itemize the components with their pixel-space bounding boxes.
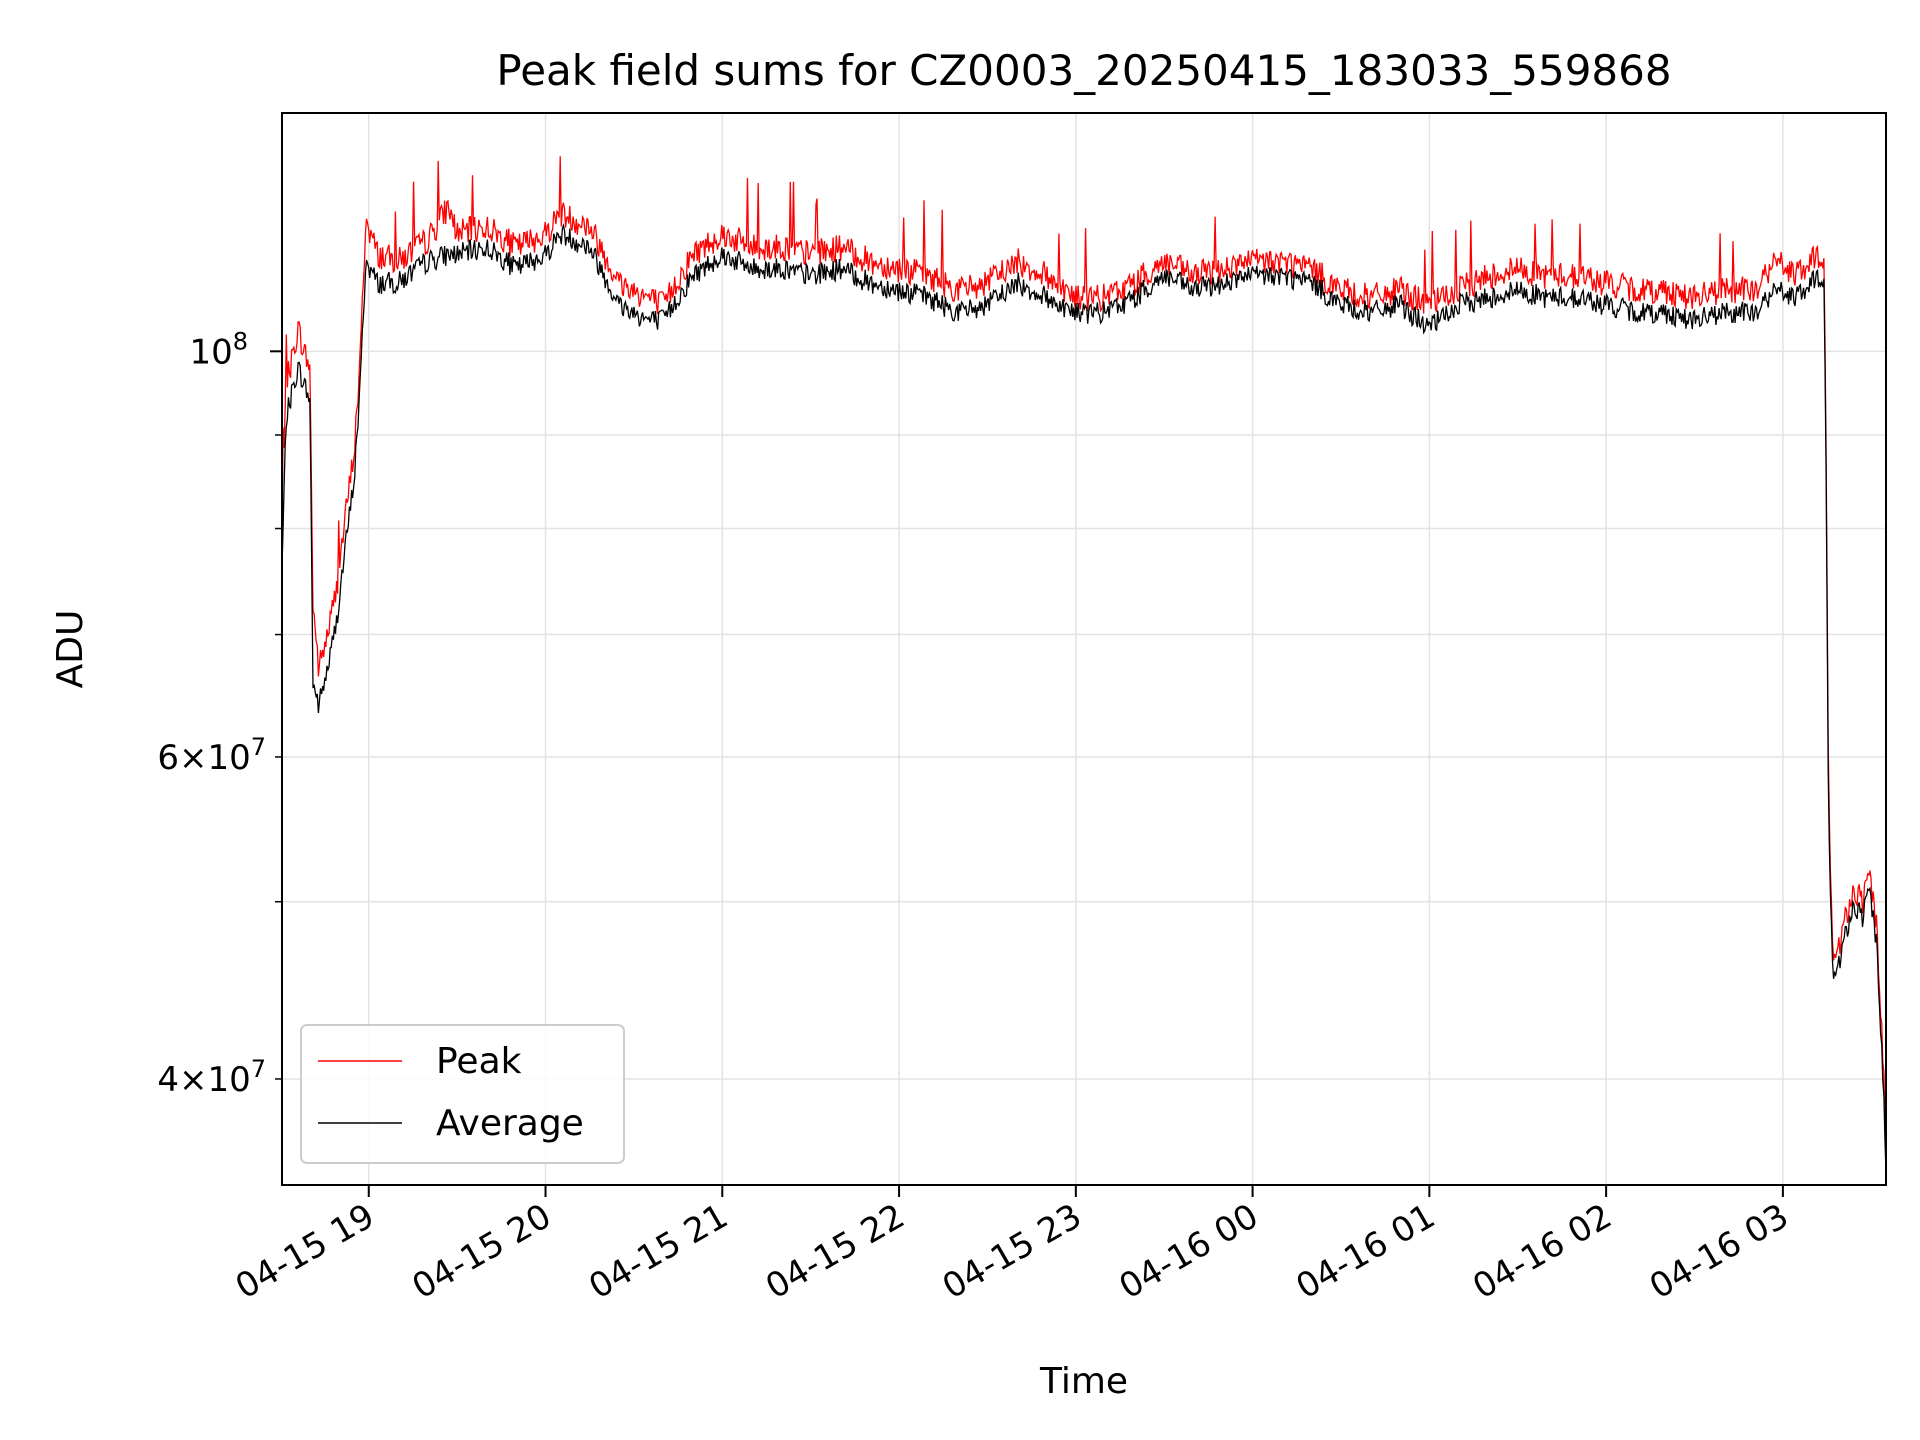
y-axis: 4×107 6×107 108 bbox=[157, 327, 282, 1100]
y-tick-label: 108 bbox=[189, 327, 248, 372]
plot-frame bbox=[281, 112, 1887, 1186]
legend-box bbox=[300, 1024, 625, 1164]
y-axis-label: ADU bbox=[50, 610, 91, 689]
series-line-peak bbox=[281, 156, 1887, 1155]
y-tick-label: 6×107 bbox=[157, 733, 266, 778]
x-axis-label: Time bbox=[1039, 1361, 1128, 1402]
legend: Peak Average bbox=[300, 1024, 625, 1164]
legend-label-average: Average bbox=[436, 1103, 584, 1144]
series-line-average bbox=[281, 223, 1887, 1174]
legend-label-peak: Peak bbox=[436, 1041, 522, 1082]
y-tick-label: 4×107 bbox=[157, 1055, 266, 1100]
series-lines bbox=[281, 156, 1887, 1174]
grid-lines bbox=[282, 113, 1886, 1185]
chart-title: Peak field sums for CZ0003_20250415_1830… bbox=[496, 46, 1671, 95]
